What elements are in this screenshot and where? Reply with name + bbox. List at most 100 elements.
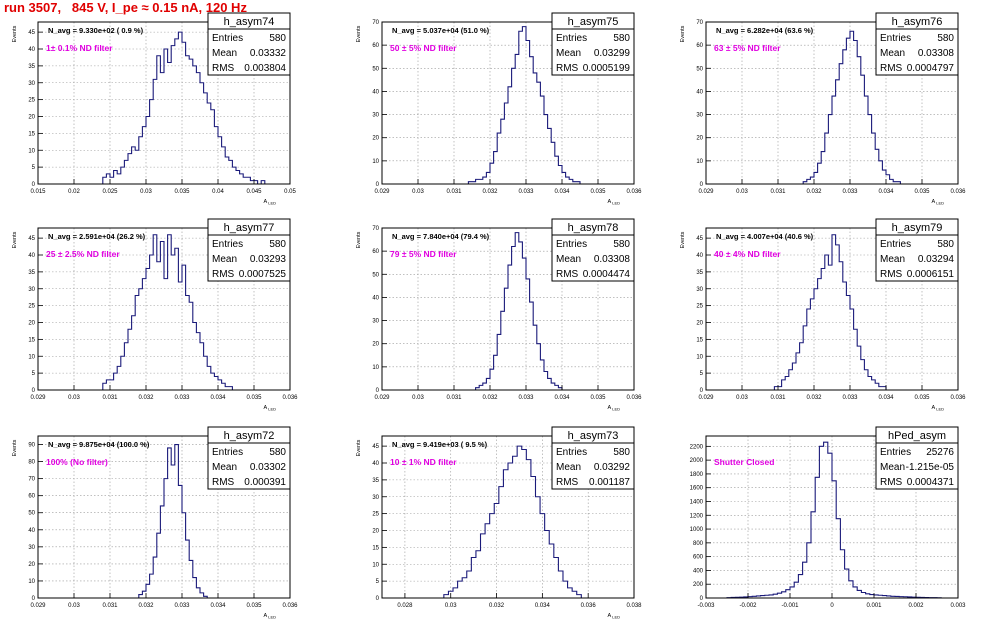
filter-annotation: 63 ± 5% ND filter (714, 43, 781, 53)
plot-frame (705, 227, 959, 391)
x-tick-label: 0.032 (806, 395, 822, 401)
x-tick-label: -0.001 (781, 603, 799, 609)
stats-label: Entries (880, 447, 911, 458)
y-axis-label: Events (680, 25, 686, 42)
y-tick-label: 0 (700, 388, 704, 394)
stats-label: RMS (556, 477, 579, 488)
histogram-name: h_asym76 (892, 16, 943, 28)
x-tick-label: 0.035 (590, 395, 606, 401)
histogram-panel-h_asym79: 0.029 0.03 0.031 0.032 0.033 0.034 0.035 0.036 0… (680, 218, 966, 412)
y-axis-label: Events (356, 25, 362, 42)
stats-label: Entries (556, 447, 587, 458)
x-tick-label: 0.031 (770, 189, 786, 195)
x-tick-label: 0.033 (842, 395, 858, 401)
y-tick-label: 30 (696, 113, 703, 119)
filter-annotation: 10 ± 1% ND filter (390, 457, 457, 467)
stats-label: Entries (880, 33, 911, 44)
y-tick-label: 0 (376, 596, 380, 602)
stats-box-frame (875, 218, 959, 282)
stats-box-frame (551, 12, 635, 76)
histogram-name: h_asym74 (224, 16, 275, 28)
y-tick-label: 800 (693, 541, 704, 547)
stats-label: RMS (212, 477, 235, 488)
histogram-line (773, 234, 887, 390)
stats-value: 580 (937, 33, 954, 44)
y-tick-label: 15 (28, 131, 35, 137)
histogram-name: hPed_asym (888, 430, 946, 442)
filter-annotation: 25 ± 2.5% ND filter (46, 249, 120, 259)
x-tick-label: 0.034 (878, 189, 894, 195)
x-tick-label: 0.029 (698, 189, 714, 195)
x-tick-label: 0.031 (446, 395, 462, 401)
x-axis-label: ALED (932, 405, 945, 412)
x-tick-label: 0.033 (518, 189, 534, 195)
x-tick-label: 0.038 (626, 603, 642, 609)
navg-annotation: N_avg = 6.282e+04 (63.6 %) (716, 26, 814, 35)
y-tick-label: 50 (372, 66, 379, 72)
x-tick-label: 0.036 (626, 395, 642, 401)
y-tick-label: 70 (372, 226, 379, 232)
y-tick-label: 40 (696, 89, 703, 95)
y-tick-label: 1400 (690, 499, 704, 505)
x-tick-label: 0.029 (30, 603, 46, 609)
y-tick-label: 0 (700, 596, 704, 602)
stats-value: 0.03308 (918, 48, 955, 59)
y-tick-label: 50 (372, 272, 379, 278)
y-tick-label: 35 (28, 270, 35, 276)
x-axis-label: ALED (264, 613, 277, 620)
navg-annotation: N_avg = 4.007e+04 (40.6 %) (716, 232, 814, 241)
filter-annotation: 40 ± 4% ND filter (714, 249, 781, 259)
stats-label: RMS (556, 63, 579, 74)
histogram-line (102, 234, 233, 390)
stats-value: 0.0006151 (907, 269, 955, 280)
stats-value: 0.03302 (250, 462, 287, 473)
stats-label: RMS (880, 477, 903, 488)
y-tick-label: 30 (28, 81, 35, 87)
y-tick-label: 20 (372, 529, 379, 535)
y-tick-label: 20 (28, 321, 35, 327)
y-tick-label: 45 (28, 236, 35, 242)
y-tick-label: 60 (372, 249, 379, 255)
stats-value: 0.003804 (244, 63, 286, 74)
stats-value: 0.000391 (244, 477, 286, 488)
y-tick-label: 30 (372, 495, 379, 501)
stats-value: 580 (937, 239, 954, 250)
stats-value: 0.0005199 (583, 63, 631, 74)
x-tick-label: 0.031 (770, 395, 786, 401)
y-tick-label: 1800 (690, 472, 704, 478)
plot-frame (381, 21, 635, 185)
y-tick-label: 50 (28, 511, 35, 517)
stats-label: RMS (880, 63, 903, 74)
x-tick-label: 0.031 (102, 603, 118, 609)
y-tick-label: 1600 (690, 486, 704, 492)
x-tick-label: 0.03 (68, 603, 80, 609)
y-tick-label: 35 (372, 478, 379, 484)
x-tick-label: 0.031 (102, 395, 118, 401)
x-tick-label: 0.036 (626, 189, 642, 195)
y-tick-label: 0 (376, 388, 380, 394)
stats-label: Entries (212, 33, 243, 44)
x-tick-label: 0.015 (30, 189, 46, 195)
stats-label: RMS (556, 269, 579, 280)
stats-value: 0.03294 (918, 254, 955, 265)
y-tick-label: 10 (28, 579, 35, 585)
x-tick-label: 0.025 (102, 189, 118, 195)
x-tick-label: 0.032 (489, 603, 505, 609)
x-tick-label: 0.033 (174, 395, 190, 401)
stats-value: 0.03299 (594, 48, 631, 59)
histogram-line (138, 443, 208, 598)
y-tick-label: 10 (28, 148, 35, 154)
histogram-name: h_asym78 (568, 222, 619, 234)
x-tick-label: 0.034 (554, 395, 570, 401)
page-title: run 3507, 845 V, I_pe ≈ 0.15 nA, 120 Hz (4, 0, 247, 15)
y-tick-label: 200 (693, 582, 704, 588)
stats-label: Mean (212, 254, 237, 265)
stats-value: 0.03308 (594, 254, 631, 265)
y-tick-label: 45 (372, 444, 379, 450)
y-tick-label: 35 (696, 270, 703, 276)
stats-box-frame (551, 426, 635, 490)
y-tick-label: 25 (28, 304, 35, 310)
x-tick-label: 0 (830, 603, 834, 609)
stats-box-frame (551, 218, 635, 282)
histogram-line (443, 445, 582, 598)
